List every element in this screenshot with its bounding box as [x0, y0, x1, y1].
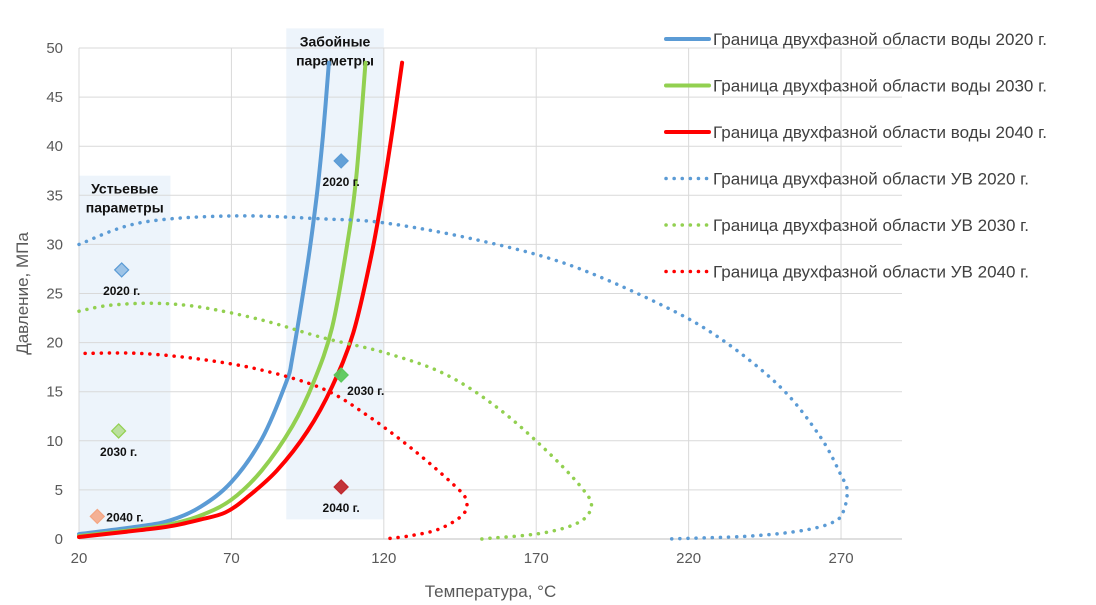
legend: Граница двухфазной области воды 2020 г. Г… — [664, 30, 1047, 282]
series-line-2 — [77, 60, 405, 539]
x-tick-label: 70 — [223, 550, 240, 567]
y-tick-label: 10 — [46, 433, 63, 450]
data-point-label: 2030 г. — [100, 445, 137, 459]
series-group — [77, 60, 849, 541]
legend-label: Граница двухфазной области УВ 2030 г. — [713, 216, 1029, 235]
data-point-marker — [333, 479, 349, 495]
region-label-0: Устьевые — [91, 181, 158, 197]
data-point-marker — [113, 262, 130, 278]
x-tick-label: 270 — [829, 550, 854, 567]
legend-label: Граница двухфазной области УВ 2040 г. — [713, 263, 1029, 282]
y-tick-label: 45 — [46, 89, 63, 106]
y-tick-label: 40 — [46, 138, 63, 155]
y-tick-label: 15 — [46, 384, 63, 401]
y-tick-label: 25 — [46, 286, 63, 303]
data-point-label: 2020 г. — [323, 175, 360, 189]
region-label-1: Забойные — [300, 33, 371, 49]
data-point-label: 2040 г. — [323, 501, 360, 515]
x-tick-label: 170 — [524, 550, 549, 567]
y-tick-label: 5 — [55, 482, 63, 499]
series-line-5 — [83, 351, 469, 541]
region-0 — [79, 175, 171, 539]
y-tick-label: 30 — [46, 236, 63, 253]
y-tick-label: 50 — [46, 40, 63, 57]
data-point-label: 2040 г. — [106, 510, 143, 524]
x-tick-label: 20 — [71, 550, 88, 567]
y-tick-label: 0 — [55, 531, 63, 548]
legend-label: Граница двухфазной области воды 2030 г. — [713, 77, 1047, 96]
tick-labels: 20 70 120 170 220 270 0 5 10 15 20 25 30 35 40 45 50 — [46, 40, 853, 567]
legend-label: Граница двухфазной области УВ 2020 г. — [713, 170, 1029, 189]
data-point-marker — [333, 367, 349, 383]
region-label-1: параметры — [296, 52, 374, 68]
x-tick-label: 220 — [676, 550, 701, 567]
legend-label: Граница двухфазной области воды 2040 г. — [713, 123, 1047, 142]
data-point-marker — [333, 153, 349, 169]
grid-lines — [78, 47, 902, 540]
data-point-label: 2030 г. — [347, 384, 384, 398]
data-points: 2020 г. 2030 г. 2040 г. 2020 г. 2030 г. 2040 … — [89, 153, 384, 525]
y-tick-label: 35 — [46, 187, 63, 204]
series-line-0 — [77, 60, 331, 537]
data-point-marker — [89, 508, 106, 525]
y-axis-title: Давление, МПа — [13, 232, 32, 355]
x-tick-label: 120 — [371, 550, 396, 567]
data-point-marker — [110, 423, 127, 439]
data-point-label: 2020 г. — [103, 284, 140, 298]
y-tick-label: 20 — [46, 335, 63, 352]
x-axis-title: Температура, °C — [425, 582, 556, 601]
legend-label: Граница двухфазной области воды 2020 г. — [713, 30, 1047, 49]
region-label-0: параметры — [86, 200, 164, 216]
